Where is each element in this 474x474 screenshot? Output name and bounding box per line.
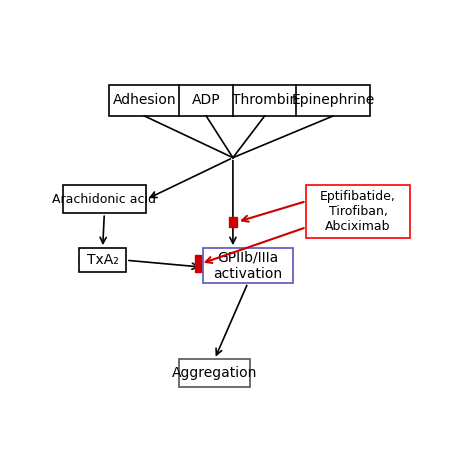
- FancyBboxPatch shape: [109, 85, 370, 116]
- Text: Aggregation: Aggregation: [172, 366, 257, 380]
- FancyBboxPatch shape: [63, 185, 146, 213]
- Text: Thrombin: Thrombin: [231, 93, 298, 107]
- Text: Eptifibatide,
Tirofiban,
Abciximab: Eptifibatide, Tirofiban, Abciximab: [320, 190, 396, 233]
- Text: Epinephrine: Epinephrine: [292, 93, 375, 107]
- FancyBboxPatch shape: [180, 359, 250, 387]
- FancyBboxPatch shape: [79, 248, 126, 273]
- Bar: [229, 217, 237, 227]
- Text: GPIIb/IIIa
activation: GPIIb/IIIa activation: [213, 250, 283, 281]
- FancyBboxPatch shape: [203, 248, 293, 283]
- Text: Adhesion: Adhesion: [113, 93, 176, 107]
- FancyBboxPatch shape: [306, 185, 410, 237]
- Bar: [195, 255, 201, 272]
- Text: TxA₂: TxA₂: [87, 253, 118, 267]
- Text: Arachidonic acid: Arachidonic acid: [52, 193, 156, 206]
- Text: ADP: ADP: [192, 93, 220, 107]
